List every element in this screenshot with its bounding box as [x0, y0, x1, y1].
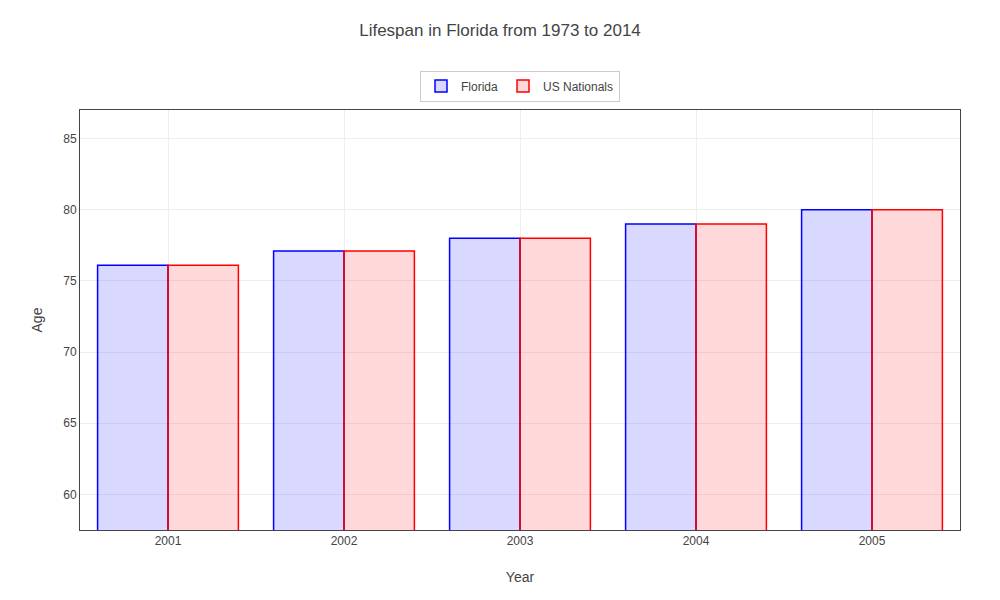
svg-text:US Nationals: US Nationals	[543, 80, 613, 94]
svg-text:80: 80	[63, 203, 77, 217]
svg-text:Year: Year	[506, 569, 535, 585]
svg-text:85: 85	[63, 132, 77, 146]
svg-text:2005: 2005	[859, 534, 886, 548]
svg-text:2001: 2001	[155, 534, 182, 548]
svg-text:2002: 2002	[331, 534, 358, 548]
svg-text:Age: Age	[29, 307, 45, 332]
svg-text:Lifespan in Florida from 1973: Lifespan in Florida from 1973 to 2014	[359, 21, 641, 40]
svg-text:70: 70	[63, 345, 77, 359]
svg-text:60: 60	[63, 488, 77, 502]
svg-text:65: 65	[63, 416, 77, 430]
svg-text:Florida: Florida	[461, 80, 498, 94]
svg-text:2003: 2003	[507, 534, 534, 548]
svg-text:2004: 2004	[683, 534, 710, 548]
svg-text:75: 75	[63, 274, 77, 288]
